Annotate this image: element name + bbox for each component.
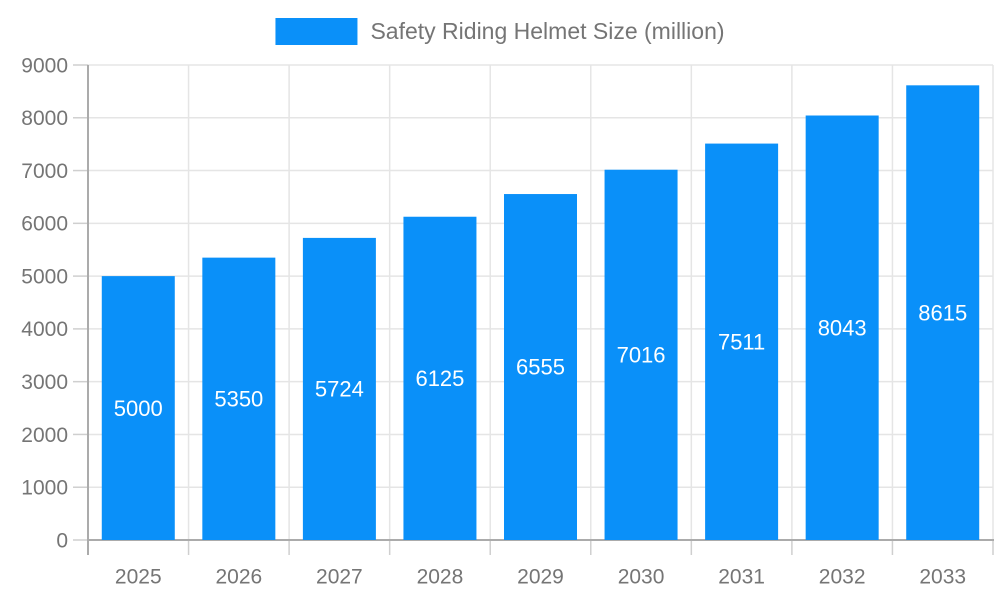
x-axis-label: 2029	[517, 565, 564, 588]
legend-swatch	[275, 18, 358, 45]
y-axis-label: 1000	[21, 477, 68, 500]
x-axis-label: 2027	[316, 565, 363, 588]
bar-2025[interactable]	[101, 276, 175, 540]
bar-value-label: 8043	[818, 315, 867, 340]
bar-value-label: 7016	[617, 343, 666, 368]
bar-2030[interactable]	[604, 169, 678, 540]
y-axis-label: 8000	[21, 107, 68, 130]
bar-value-label: 5000	[114, 396, 163, 421]
y-axis-label: 6000	[21, 213, 68, 236]
y-axis-label: 0	[56, 529, 68, 552]
legend-label: Safety Riding Helmet Size (million)	[370, 18, 725, 44]
bar-value-label: 6125	[415, 366, 464, 391]
y-axis-label: 3000	[21, 371, 68, 394]
bar-value-label: 8615	[918, 300, 967, 325]
y-axis-label: 2000	[21, 424, 68, 447]
y-axis-label: 7000	[21, 160, 68, 183]
chart-legend[interactable]: Safety Riding Helmet Size (million)	[275, 18, 725, 45]
x-axis-label: 2033	[919, 565, 966, 588]
x-axis-label: 2031	[718, 565, 765, 588]
bar-2029[interactable]	[504, 194, 577, 540]
x-axis-label: 2025	[115, 565, 162, 588]
x-axis-label: 2026	[215, 565, 262, 588]
y-axis-label: 5000	[21, 265, 68, 288]
bar-2026[interactable]	[202, 257, 276, 540]
bar-2028[interactable]	[403, 216, 477, 540]
bar-value-label: 6555	[516, 355, 565, 380]
y-axis-label: 4000	[21, 318, 68, 341]
bar-2033[interactable]	[906, 85, 980, 540]
bar-value-label: 7511	[718, 329, 765, 354]
x-axis-label: 2030	[618, 565, 665, 588]
bar-value-label: 5350	[214, 387, 263, 412]
bar-2032[interactable]	[805, 115, 879, 540]
bar-value-label: 5724	[315, 377, 364, 402]
bar-2027[interactable]	[302, 237, 376, 540]
x-axis-label: 2028	[417, 565, 464, 588]
y-axis-label: 9000	[21, 54, 68, 77]
x-axis-label: 2032	[819, 565, 866, 588]
bar-2031[interactable]	[705, 143, 779, 540]
